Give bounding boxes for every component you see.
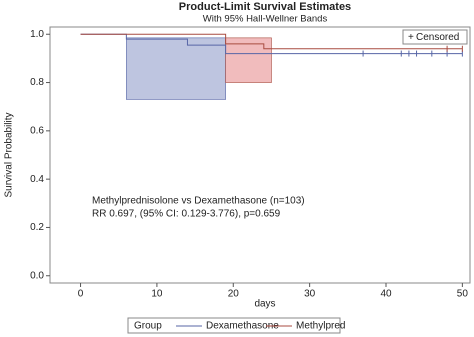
x-tick-label: 20 — [228, 289, 240, 300]
x-tick-label: 30 — [304, 289, 316, 300]
legend-title: Group — [134, 321, 162, 332]
confidence-band — [126, 37, 226, 100]
chart-title: Product-Limit Survival Estimates — [179, 1, 351, 13]
y-tick-label: 0.0 — [30, 270, 44, 281]
y-tick-label: 1.0 — [30, 29, 44, 40]
y-axis-label: Survival Probability — [4, 112, 15, 197]
x-tick-label: 40 — [380, 289, 392, 300]
survival-curve — [80, 33, 463, 55]
chart-subtitle: With 95% Hall-Wellner Bands — [203, 14, 328, 25]
legend-label: Methylpred — [296, 321, 345, 332]
confidence-band — [225, 37, 272, 83]
y-tick-label: 0.2 — [30, 222, 44, 233]
annotation: RR 0.697, (95% CI: 0.129-3.776), p=0.659 — [92, 209, 281, 220]
x-axis-label: days — [254, 299, 275, 310]
x-tick-label: 50 — [457, 289, 469, 300]
y-tick-label: 0.4 — [30, 174, 44, 185]
plot-frame — [49, 26, 471, 284]
x-tick-label: 0 — [78, 289, 84, 300]
survival-curve — [80, 33, 463, 50]
legend-label: Censored — [416, 32, 459, 43]
annotation: Methylprednisolone vs Dexamethasone (n=1… — [92, 196, 305, 207]
legend-label: Dexamethasone — [206, 321, 279, 332]
y-tick-label: 0.8 — [30, 77, 44, 88]
legend-inset — [402, 29, 468, 45]
legend — [127, 317, 341, 334]
x-tick-label: 10 — [151, 289, 163, 300]
legend-symbol: + — [408, 32, 414, 43]
y-tick-label: 0.6 — [30, 125, 44, 136]
